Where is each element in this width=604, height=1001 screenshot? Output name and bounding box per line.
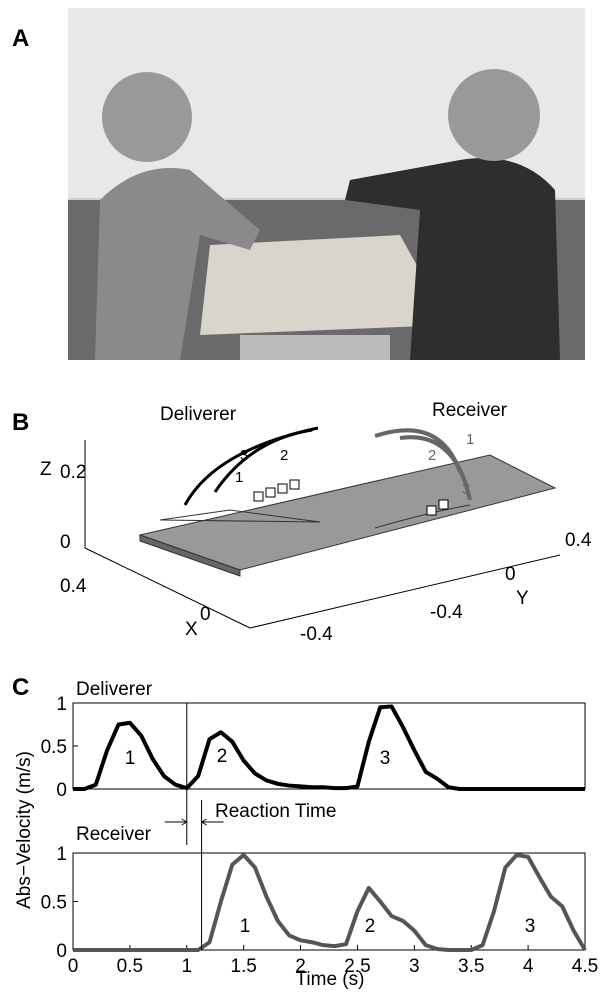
x-tick-label: 0 <box>68 956 79 977</box>
legend-label: Deliverer <box>160 404 237 425</box>
axis-label: 0 <box>200 604 211 625</box>
x-tick-label: 4 <box>523 956 534 977</box>
step-label: 1 <box>235 469 243 486</box>
step-label: 1 <box>466 431 474 448</box>
axis-label: Z <box>40 459 52 480</box>
reaction-arrow <box>164 818 224 826</box>
panel-label: B <box>12 409 29 436</box>
tick-label: -0.4 <box>300 624 333 645</box>
legend-label: Receiver <box>432 400 508 421</box>
y-tick-label: 1 <box>56 844 67 865</box>
step-label: 3 <box>240 447 248 464</box>
x-tick-label: 4.5 <box>572 956 598 977</box>
axis-label: Y <box>516 588 529 609</box>
tick-label: 0.2 <box>60 462 86 483</box>
velocity-line <box>73 704 585 791</box>
y-axis-label: Abs−Velocity (m/s) <box>14 751 35 909</box>
step-label: 2 <box>280 447 288 464</box>
panel-label: A <box>12 25 29 52</box>
y-tick-label: 0.5 <box>41 893 67 914</box>
x-tick-label: 3.5 <box>458 956 484 977</box>
y-tick-label: 0.5 <box>41 737 67 758</box>
step-label: 3 <box>462 481 470 498</box>
panel-label: C <box>12 674 29 701</box>
peak-label: 3 <box>525 916 536 937</box>
peak-label: 1 <box>125 748 136 769</box>
photo <box>68 8 585 360</box>
x-tick-label: 3 <box>409 956 420 977</box>
velocity-line <box>73 852 587 952</box>
x-tick-label: 1.5 <box>230 956 256 977</box>
annotation: Reaction Time <box>215 801 336 822</box>
x-tick-label: 2.5 <box>344 956 370 977</box>
tick-label: 0.4 <box>565 530 592 551</box>
x-tick-label: 2 <box>295 956 306 977</box>
x-axis-label: Time (s) <box>296 969 365 990</box>
chart-title: Deliverer <box>76 679 153 700</box>
peak-label: 2 <box>217 746 228 767</box>
axis-label: 0 <box>505 564 516 585</box>
peak-label: 1 <box>240 916 251 937</box>
tick-label: -0.4 <box>430 602 463 623</box>
x-tick-label: 0.5 <box>117 956 143 977</box>
x-tick-label: 1 <box>181 956 192 977</box>
tick-label: 0.4 <box>60 576 87 597</box>
y-tick-label: 0 <box>56 941 67 962</box>
plot-frame <box>72 702 586 790</box>
tick-label: 0 <box>60 532 71 553</box>
peak-label: 2 <box>365 916 376 937</box>
peak-label: 3 <box>380 748 391 769</box>
plot-frame <box>72 852 586 951</box>
y-tick-label: 1 <box>56 694 67 715</box>
plot-3d <box>84 426 561 629</box>
chart-title: Receiver <box>76 824 152 845</box>
y-tick-label: 0 <box>56 780 67 801</box>
axis-label: X <box>185 619 198 640</box>
step-label: 2 <box>428 447 436 464</box>
